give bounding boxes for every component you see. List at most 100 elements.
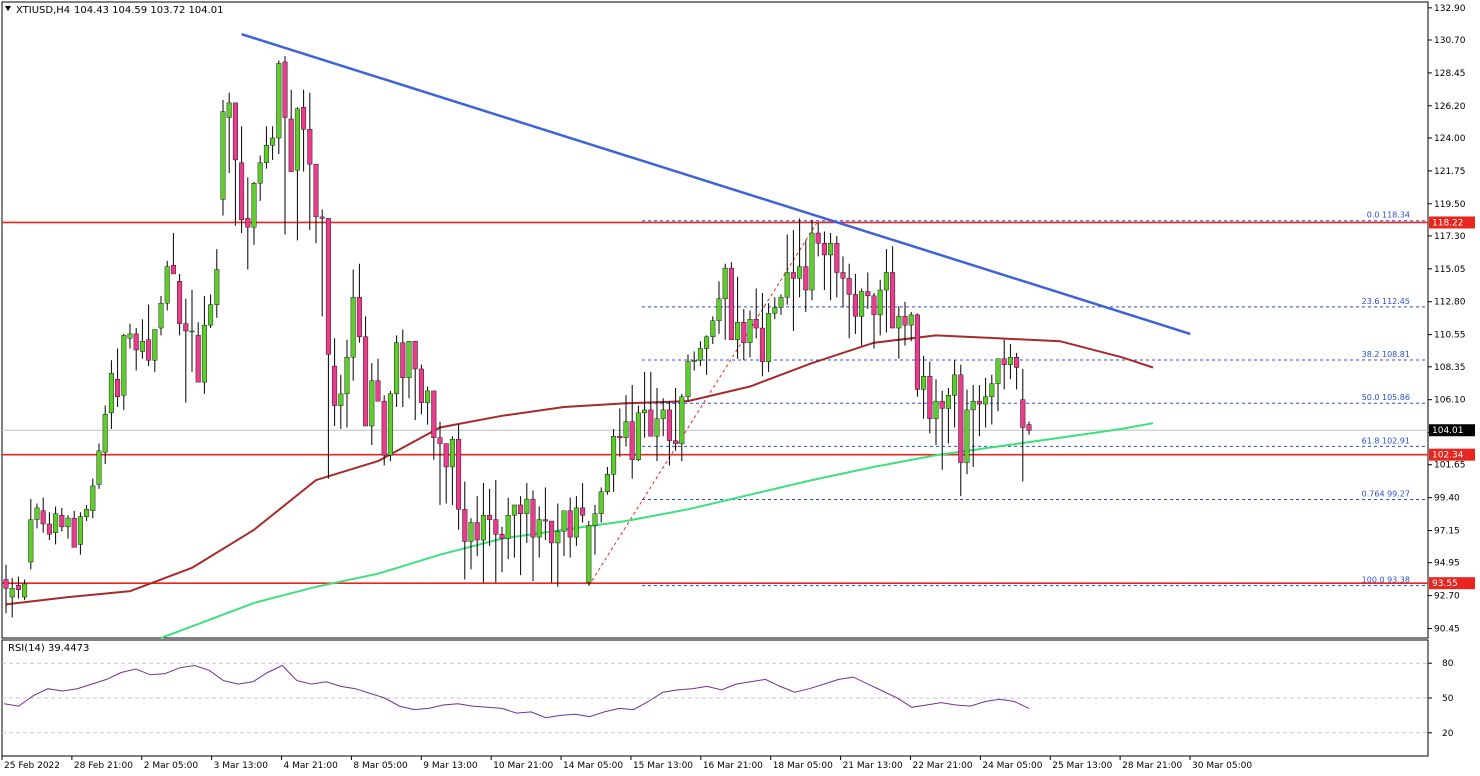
candle-body xyxy=(53,513,59,533)
candlestick xyxy=(115,348,121,407)
candle-body xyxy=(735,321,741,340)
candlestick xyxy=(945,387,951,444)
rsi-indicator: 80 50 20 xyxy=(2,659,1454,739)
candle-body xyxy=(623,421,629,438)
candle-body xyxy=(617,436,623,438)
time-tick-label: 25 Mar 13:00 xyxy=(1052,761,1112,771)
candle-body xyxy=(983,396,989,405)
candle-body xyxy=(834,243,840,273)
candle-body xyxy=(741,321,747,343)
time-tick-label: 21 Mar 13:00 xyxy=(843,761,903,771)
candlestick xyxy=(164,260,170,311)
price-pane[interactable] xyxy=(1,1,1429,639)
candlestick xyxy=(146,304,152,367)
candlestick xyxy=(939,390,945,470)
price-level-tag-label: 102.34 xyxy=(1432,451,1464,461)
candlestick xyxy=(648,371,654,437)
trendline-layer[interactable] xyxy=(241,32,1191,336)
price-tick-label: 97.15 xyxy=(1434,527,1460,537)
candle-body xyxy=(914,314,920,390)
candle-body xyxy=(270,137,276,146)
candlestick xyxy=(617,408,623,457)
candle-body xyxy=(22,583,28,598)
candlestick xyxy=(958,364,964,497)
candle-body xyxy=(46,523,52,535)
candlestick xyxy=(623,395,629,447)
candle-body xyxy=(877,289,883,316)
candlestick xyxy=(914,313,920,397)
candle-body xyxy=(456,438,462,510)
candle-body xyxy=(406,341,412,378)
candle-body xyxy=(468,522,474,542)
candle-body xyxy=(363,336,369,427)
time-tick-label: 16 Mar 21:00 xyxy=(703,761,763,771)
candle-body xyxy=(65,517,71,528)
candle-body xyxy=(673,440,679,444)
candlestick xyxy=(722,263,728,340)
candle-body xyxy=(592,513,598,526)
candle-body xyxy=(524,498,530,514)
price-level-tag-label: 93.55 xyxy=(1432,579,1458,589)
rsi-line xyxy=(3,664,1030,719)
candlestick xyxy=(735,276,741,359)
candlestick xyxy=(741,309,747,361)
descending-trendline[interactable] xyxy=(241,32,1191,336)
candlestick xyxy=(239,126,245,234)
candlestick xyxy=(660,398,666,437)
candle-body xyxy=(28,519,34,563)
candle-body xyxy=(902,316,908,326)
time-tick-label: 3 Mar 13:00 xyxy=(214,761,269,771)
candlestick xyxy=(586,521,592,586)
candle-body xyxy=(654,418,660,437)
candle-body xyxy=(412,341,418,370)
candlestick xyxy=(871,292,877,349)
candle-body xyxy=(958,374,964,463)
candle-body xyxy=(369,380,375,427)
candle-body xyxy=(40,510,46,525)
candlestick xyxy=(40,497,46,533)
time-tick-label: 4 Mar 21:00 xyxy=(284,761,339,771)
candlestick xyxy=(716,281,722,334)
candlestick xyxy=(344,339,350,428)
time-tick-label: 15 Mar 13:00 xyxy=(633,761,693,771)
candle-body xyxy=(871,295,877,316)
candlestick xyxy=(1007,344,1013,380)
candlestick xyxy=(270,126,276,160)
price-tick-label: 119.50 xyxy=(1434,200,1466,210)
candle-body xyxy=(487,514,493,520)
price-tags: 118.22 102.34 93.55 104.01 xyxy=(1429,216,1475,590)
fibonacci-retracement[interactable]: 0.0 118.34 23.6 112.45 38.2 108.81 50.0 105… xyxy=(588,211,1428,587)
candlestick xyxy=(840,256,846,308)
price-level-tag xyxy=(1429,216,1475,229)
candlestick xyxy=(394,335,400,407)
candlestick xyxy=(480,483,486,583)
candlestick xyxy=(821,231,827,291)
candlestick xyxy=(226,92,232,174)
candlestick xyxy=(902,301,908,346)
candle-body xyxy=(766,313,772,362)
candle-body xyxy=(319,216,325,219)
candle-body xyxy=(530,498,536,538)
candlestick xyxy=(431,390,437,460)
moving-averages xyxy=(5,334,1154,639)
candlestick xyxy=(549,520,555,583)
time-tick-label: 28 Feb 21:00 xyxy=(74,761,133,771)
candlestick xyxy=(177,273,183,336)
candlestick xyxy=(108,360,114,429)
price-tick-label: 128.45 xyxy=(1434,69,1466,79)
candlestick xyxy=(127,323,133,349)
candle-body xyxy=(121,335,127,396)
candlestick xyxy=(257,155,263,201)
candlestick xyxy=(84,504,90,522)
candle-body xyxy=(716,298,722,321)
collapse-triangle-icon[interactable] xyxy=(5,6,11,11)
candle-body xyxy=(685,361,691,397)
candlestick xyxy=(65,515,71,539)
candlestick xyxy=(704,335,710,375)
candle-body xyxy=(604,474,610,492)
candlestick xyxy=(1014,352,1020,390)
candlestick xyxy=(96,443,102,489)
time-tick-label: 28 Mar 21:00 xyxy=(1122,761,1182,771)
candle-body xyxy=(276,63,282,139)
